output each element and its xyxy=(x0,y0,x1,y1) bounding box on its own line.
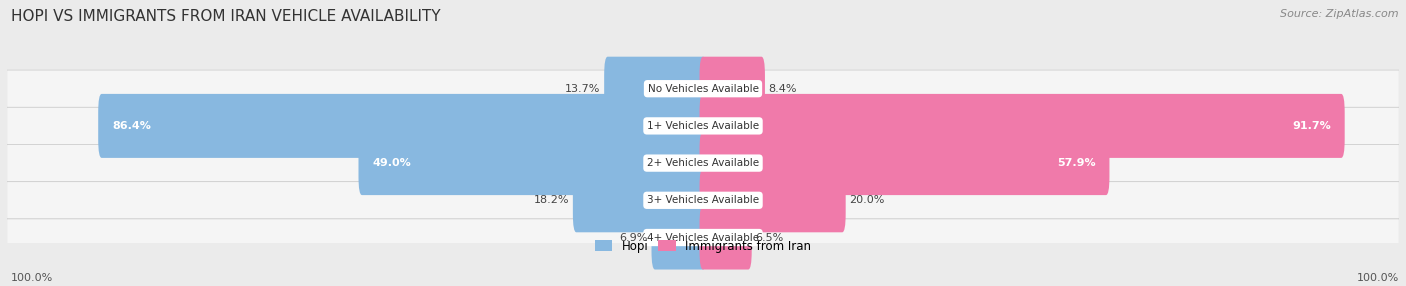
Text: 57.9%: 57.9% xyxy=(1057,158,1095,168)
FancyBboxPatch shape xyxy=(572,168,706,232)
Text: 13.7%: 13.7% xyxy=(565,84,600,94)
FancyBboxPatch shape xyxy=(7,70,1399,107)
Text: 18.2%: 18.2% xyxy=(534,195,569,205)
Text: 20.0%: 20.0% xyxy=(849,195,884,205)
Text: 4+ Vehicles Available: 4+ Vehicles Available xyxy=(647,233,759,243)
Legend: Hopi, Immigrants from Iran: Hopi, Immigrants from Iran xyxy=(595,240,811,253)
FancyBboxPatch shape xyxy=(7,182,1399,219)
FancyBboxPatch shape xyxy=(7,107,1399,144)
Text: Source: ZipAtlas.com: Source: ZipAtlas.com xyxy=(1281,9,1399,19)
FancyBboxPatch shape xyxy=(7,219,1399,256)
Text: 49.0%: 49.0% xyxy=(373,158,411,168)
FancyBboxPatch shape xyxy=(700,94,1344,158)
FancyBboxPatch shape xyxy=(359,131,706,195)
Text: 1+ Vehicles Available: 1+ Vehicles Available xyxy=(647,121,759,131)
Text: 3+ Vehicles Available: 3+ Vehicles Available xyxy=(647,195,759,205)
FancyBboxPatch shape xyxy=(98,94,706,158)
Text: 2+ Vehicles Available: 2+ Vehicles Available xyxy=(647,158,759,168)
Text: No Vehicles Available: No Vehicles Available xyxy=(648,84,758,94)
Text: 6.9%: 6.9% xyxy=(620,233,648,243)
FancyBboxPatch shape xyxy=(7,144,1399,182)
Text: 91.7%: 91.7% xyxy=(1292,121,1330,131)
FancyBboxPatch shape xyxy=(700,57,765,121)
Text: 86.4%: 86.4% xyxy=(112,121,150,131)
FancyBboxPatch shape xyxy=(700,168,845,232)
FancyBboxPatch shape xyxy=(651,206,706,269)
Text: 8.4%: 8.4% xyxy=(769,84,797,94)
FancyBboxPatch shape xyxy=(605,57,706,121)
FancyBboxPatch shape xyxy=(700,206,752,269)
FancyBboxPatch shape xyxy=(700,131,1109,195)
Text: HOPI VS IMMIGRANTS FROM IRAN VEHICLE AVAILABILITY: HOPI VS IMMIGRANTS FROM IRAN VEHICLE AVA… xyxy=(11,9,441,23)
Text: 100.0%: 100.0% xyxy=(1357,273,1399,283)
Text: 6.5%: 6.5% xyxy=(755,233,783,243)
Text: 100.0%: 100.0% xyxy=(11,273,53,283)
